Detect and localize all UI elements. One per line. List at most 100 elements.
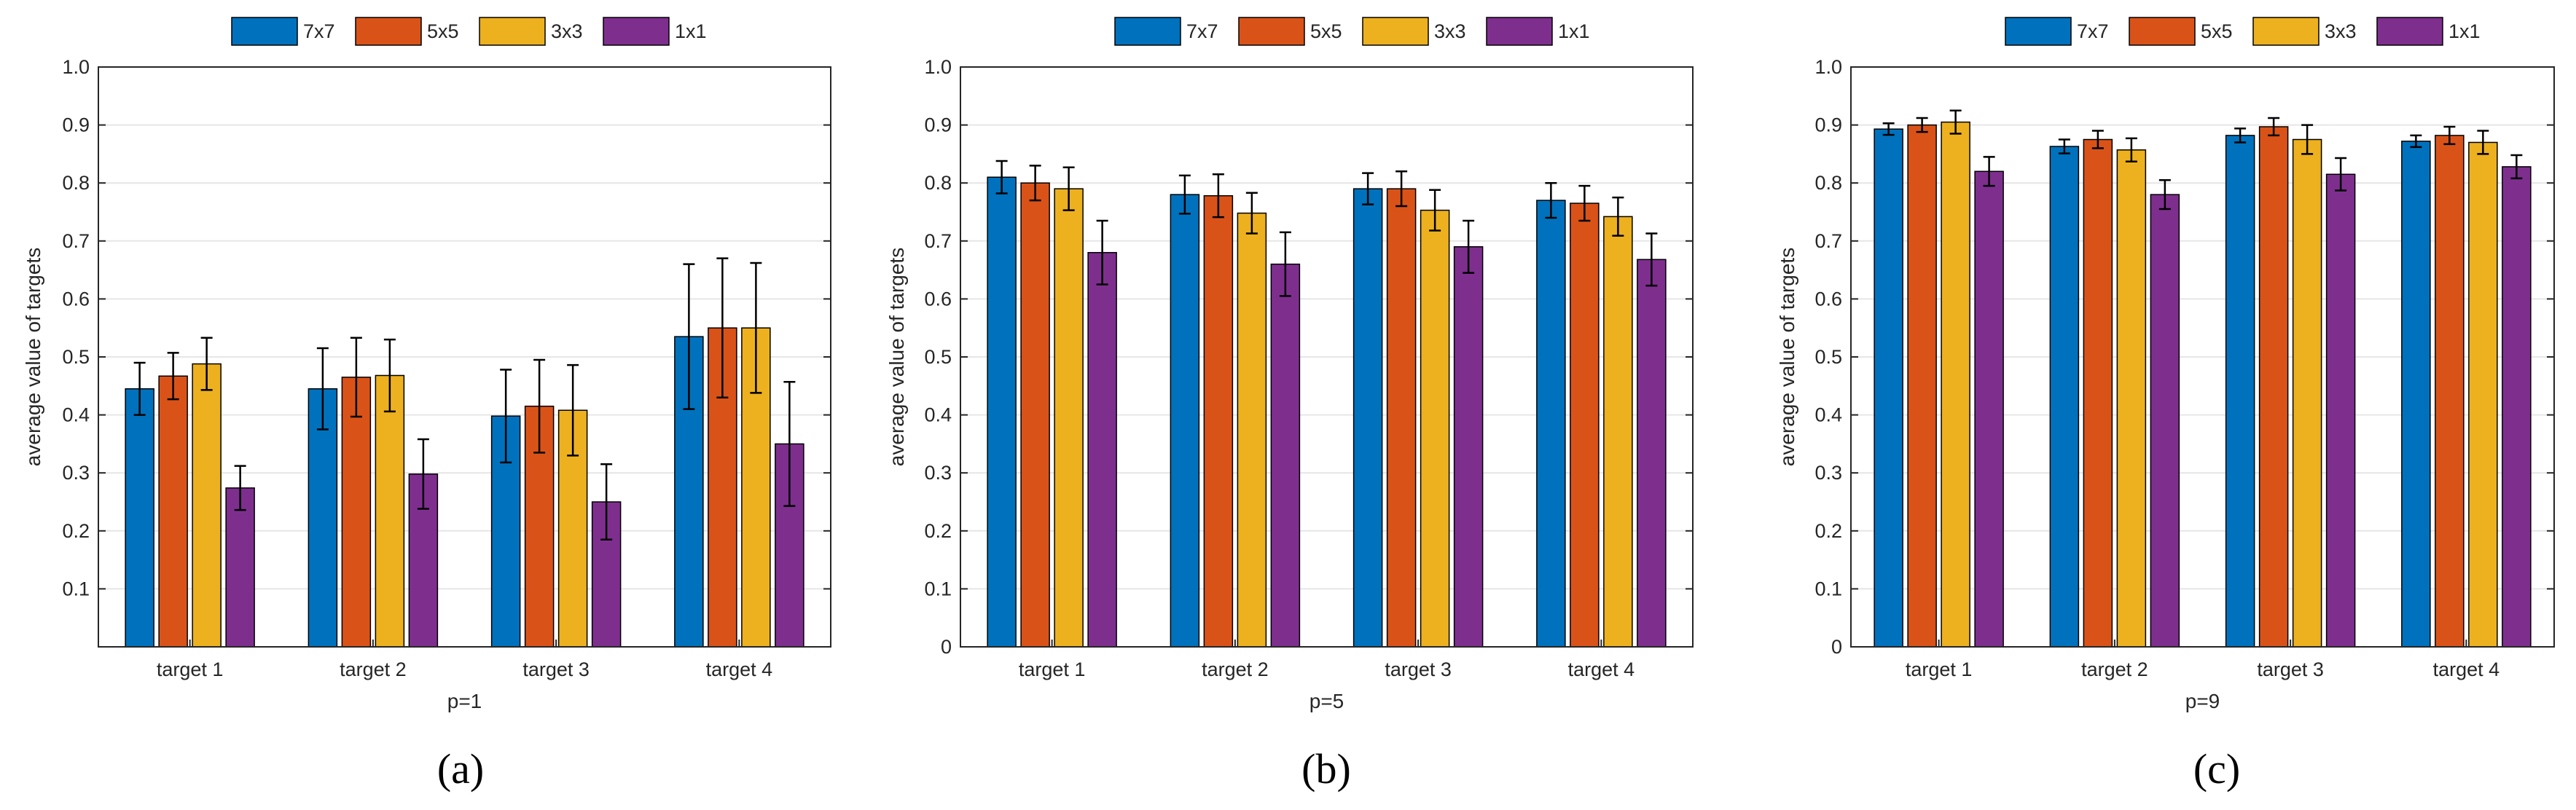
y-tick-label: 0 xyxy=(1831,636,1842,658)
bar-3x3-target-3 xyxy=(1420,209,1450,648)
legend-swatch xyxy=(2005,17,2072,46)
legend-swatch xyxy=(1486,17,1553,46)
panel-label: (c) xyxy=(2193,745,2240,793)
y-tick-label: 0.8 xyxy=(924,172,952,194)
y-tick-label: 0.9 xyxy=(62,114,90,136)
x-tick-label: target 1 xyxy=(1906,658,1973,680)
legend-entry-label: 5x5 xyxy=(1310,20,1342,42)
y-tick-label: 0.7 xyxy=(924,230,952,252)
x-tick-label: target 3 xyxy=(2257,658,2324,680)
y-tick-label: 0.2 xyxy=(1814,520,1842,542)
y-tick-label: 0.4 xyxy=(62,404,90,426)
x-axis-label: p=5 xyxy=(1309,690,1344,712)
bar-3x3-target-4 xyxy=(1603,216,1633,648)
x-axis-label: p=9 xyxy=(2185,690,2220,712)
y-axis-label: average value of targets xyxy=(22,248,44,466)
x-tick-label: target 4 xyxy=(706,658,773,680)
legend-entry-label: 7x7 xyxy=(2077,20,2109,42)
bar-3x3-target-1 xyxy=(1941,121,1970,648)
legend-swatch xyxy=(1114,17,1181,46)
bar-7x7-target-4 xyxy=(1536,200,1566,648)
y-tick-label: 0.5 xyxy=(1814,346,1842,368)
x-tick-label: target 2 xyxy=(340,658,407,680)
x-tick-label: target 3 xyxy=(1385,658,1452,680)
legend-entry-label: 1x1 xyxy=(675,20,707,42)
x-tick-label: target 1 xyxy=(1019,658,1086,680)
bar-7x7-target-1 xyxy=(1874,128,1903,648)
legend-swatch xyxy=(1238,17,1305,46)
y-tick-label: 0.3 xyxy=(62,462,90,484)
y-tick-label: 0.5 xyxy=(924,346,952,368)
x-tick-label: target 1 xyxy=(157,658,224,680)
y-tick-label: 1.0 xyxy=(62,56,90,78)
y-tick-label: 0.4 xyxy=(1814,404,1842,426)
legend: 7x7 5x5 3x3 1x1 xyxy=(2005,17,2481,46)
y-tick-label: 0.1 xyxy=(62,578,90,599)
y-tick-label: 0.5 xyxy=(62,346,90,368)
panel-label: (b) xyxy=(1301,745,1351,793)
y-tick-label: 0.7 xyxy=(62,230,90,252)
chart-panel-c: 0 0.1 0.2 0.3 0.4 0.5 0.6 0.7 0.8 0.9 1.0 target 1… xyxy=(1776,17,2555,793)
bar-1x1-target-1 xyxy=(1087,251,1117,648)
y-tick-label: 0.2 xyxy=(924,520,952,542)
bar-1x1-target-3 xyxy=(1453,246,1484,648)
y-axis-label: average value of targets xyxy=(1776,248,1798,466)
x-axis-label: p=1 xyxy=(447,690,482,712)
bar-1x1-target-1 xyxy=(1974,170,2004,648)
y-tick-label: 0.3 xyxy=(1814,462,1842,484)
bar-3x3-target-2 xyxy=(2116,149,2147,648)
legend-swatch xyxy=(2129,17,2196,46)
bar-5x5-target-1 xyxy=(1907,124,1937,648)
x-tick-labels: target 1 target 2 target 3 target 4 xyxy=(157,658,772,680)
bar-1x1-target-4 xyxy=(2502,166,2532,648)
axes-box xyxy=(1850,66,2555,648)
bar-7x7-target-3 xyxy=(2225,135,2255,648)
y-tick-label: 0.6 xyxy=(924,288,952,310)
legend-swatch xyxy=(1362,17,1429,46)
x-tick-label: target 2 xyxy=(1202,658,1269,680)
bar-7x7-target-3 xyxy=(1352,188,1383,648)
x-tick-labels: target 1 target 2 target 3 target 4 xyxy=(1906,658,2499,680)
bar-7x7-target-4 xyxy=(2401,141,2431,648)
y-tick-label: 0.7 xyxy=(1814,230,1842,252)
y-tick-label: 0.6 xyxy=(62,288,90,310)
legend-swatch xyxy=(603,17,670,46)
legend-swatch xyxy=(231,17,298,46)
bar-7x7-target-1 xyxy=(987,176,1017,648)
bar-3x3-target-3 xyxy=(2292,138,2322,648)
panel-label: (a) xyxy=(437,745,484,793)
x-tick-label: target 4 xyxy=(1568,658,1635,680)
legend-swatch xyxy=(479,17,546,46)
y-tick-labels: 0 0.1 0.2 0.3 0.4 0.5 0.6 0.7 0.8 0.9 1.0 xyxy=(924,56,952,658)
bar-5x5-target-3 xyxy=(2258,126,2289,648)
bar-5x5-target-2 xyxy=(341,377,372,648)
axes-frame xyxy=(960,66,1694,648)
y-tick-label: 0.2 xyxy=(62,520,90,542)
bar-5x5-target-4 xyxy=(2435,135,2465,648)
y-tick-label: 0.9 xyxy=(924,114,952,136)
bar-3x3-target-1 xyxy=(1054,188,1084,648)
bar-layer xyxy=(125,257,804,648)
bar-3x3-target-2 xyxy=(1237,212,1267,648)
bar-5x5-target-2 xyxy=(2083,138,2113,648)
legend-entry-label: 5x5 xyxy=(2201,20,2233,42)
y-tick-label: 1.0 xyxy=(924,56,952,78)
bar-layer xyxy=(1874,109,2532,648)
y-tick-label: 0.4 xyxy=(924,404,952,426)
axes-frame xyxy=(1850,66,2555,648)
bar-3x3-target-1 xyxy=(192,363,222,648)
legend: 7x7 5x5 3x3 1x1 xyxy=(1114,17,1590,46)
x-tick-labels: target 1 target 2 target 3 target 4 xyxy=(1019,658,1635,680)
bar-1x1-target-2 xyxy=(1270,263,1301,648)
bar-7x7-target-1 xyxy=(125,388,154,648)
bar-layer xyxy=(987,160,1667,648)
y-tick-label: 0.8 xyxy=(1814,172,1842,194)
bar-5x5-target-2 xyxy=(1203,194,1234,648)
bar-1x1-target-4 xyxy=(1637,259,1667,648)
x-tick-label: target 3 xyxy=(522,658,590,680)
legend-swatch xyxy=(2252,17,2319,46)
axes-box xyxy=(960,66,1694,648)
legend-entry-label: 3x3 xyxy=(551,20,583,42)
